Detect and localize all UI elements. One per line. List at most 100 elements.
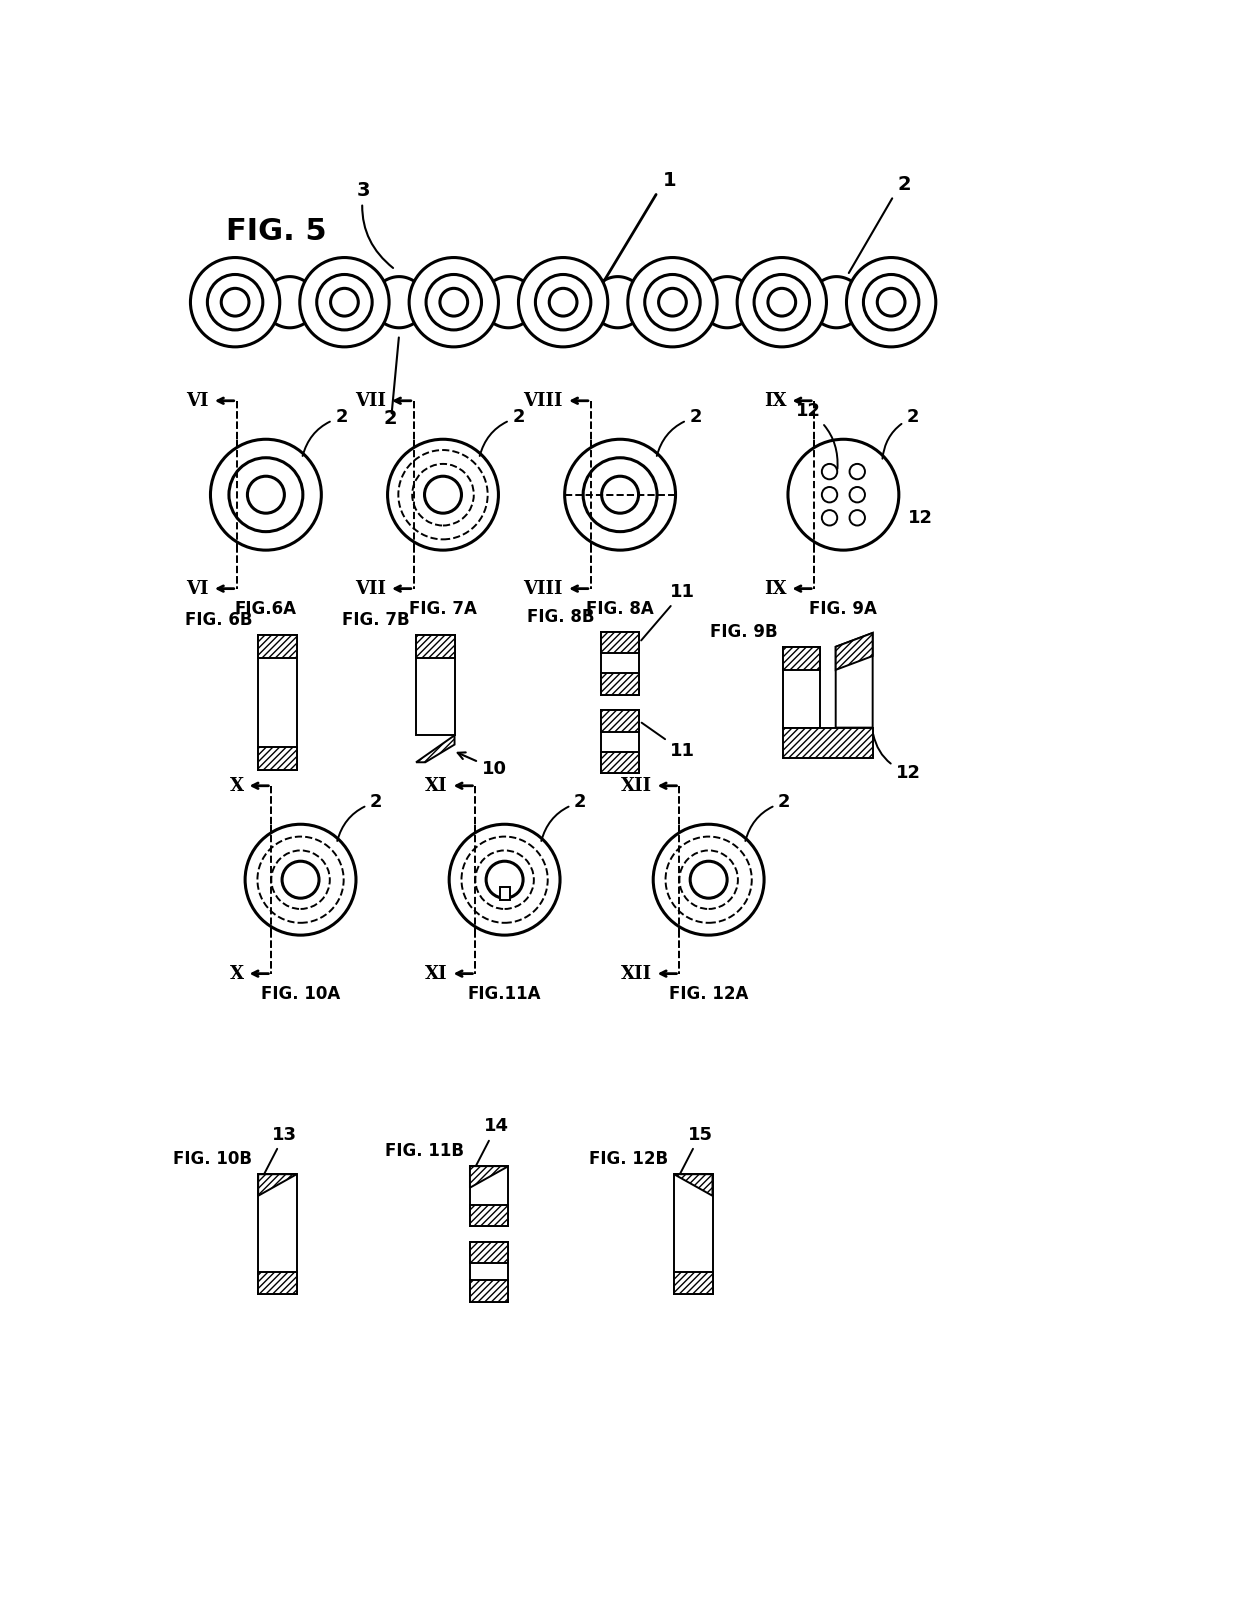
Text: 3: 3 (357, 181, 393, 267)
Text: 2: 2 (657, 408, 702, 455)
Circle shape (849, 510, 866, 525)
Text: FIG.11A: FIG.11A (467, 985, 542, 1003)
Polygon shape (601, 752, 640, 773)
Polygon shape (258, 1174, 296, 1196)
Circle shape (316, 274, 372, 330)
Circle shape (211, 439, 321, 551)
Text: FIG. 8A: FIG. 8A (587, 599, 653, 619)
Text: 12: 12 (796, 402, 837, 468)
Polygon shape (784, 646, 821, 671)
Polygon shape (470, 1241, 508, 1301)
Circle shape (272, 850, 330, 909)
Polygon shape (384, 277, 414, 327)
Circle shape (822, 463, 837, 480)
Polygon shape (417, 635, 455, 658)
Text: 2: 2 (480, 408, 525, 455)
Polygon shape (784, 646, 821, 727)
Text: VI: VI (186, 580, 208, 598)
Text: FIG. 11B: FIG. 11B (384, 1142, 464, 1160)
Text: 11: 11 (641, 723, 696, 760)
Circle shape (549, 288, 577, 316)
Circle shape (409, 258, 498, 347)
Text: VI: VI (186, 392, 208, 410)
Text: 2: 2 (337, 794, 382, 841)
Circle shape (300, 258, 389, 347)
Text: FIG. 9A: FIG. 9A (810, 599, 878, 619)
Text: 1: 1 (663, 172, 677, 190)
Text: FIG. 12A: FIG. 12A (668, 985, 748, 1003)
Circle shape (653, 825, 764, 935)
Circle shape (424, 476, 461, 514)
Circle shape (281, 862, 319, 897)
Circle shape (601, 476, 639, 514)
Circle shape (877, 288, 905, 316)
Text: XII: XII (620, 964, 652, 983)
Text: FIG. 7A: FIG. 7A (409, 599, 477, 619)
Polygon shape (784, 727, 873, 758)
Polygon shape (836, 633, 873, 727)
Circle shape (191, 258, 280, 347)
Polygon shape (601, 710, 640, 732)
Text: FIG. 6B: FIG. 6B (185, 611, 252, 629)
Text: 12: 12 (908, 509, 932, 526)
Circle shape (822, 510, 837, 525)
Circle shape (331, 288, 358, 316)
Circle shape (768, 288, 796, 316)
Text: FIG. 10B: FIG. 10B (174, 1150, 252, 1168)
Circle shape (849, 463, 866, 480)
Circle shape (518, 258, 608, 347)
Polygon shape (274, 277, 305, 327)
Polygon shape (821, 277, 852, 327)
Polygon shape (603, 277, 634, 327)
Polygon shape (601, 632, 640, 653)
Polygon shape (470, 1280, 508, 1301)
Circle shape (680, 850, 738, 909)
Circle shape (658, 288, 686, 316)
Polygon shape (836, 633, 873, 671)
Circle shape (822, 488, 837, 502)
Circle shape (564, 439, 676, 551)
Circle shape (412, 463, 474, 525)
Circle shape (754, 274, 810, 330)
Bar (500, 888, 510, 899)
Text: VIII: VIII (523, 580, 563, 598)
Circle shape (737, 258, 826, 347)
Polygon shape (470, 1205, 508, 1226)
Circle shape (258, 836, 343, 923)
Circle shape (847, 258, 936, 347)
Text: FIG. 9B: FIG. 9B (709, 622, 777, 640)
Text: 2: 2 (542, 794, 587, 841)
Circle shape (645, 274, 701, 330)
Polygon shape (601, 674, 640, 695)
Text: VIII: VIII (523, 392, 563, 410)
Text: FIG. 12B: FIG. 12B (589, 1150, 668, 1168)
Polygon shape (470, 1166, 508, 1187)
Polygon shape (258, 1174, 296, 1294)
Text: FIG. 5: FIG. 5 (226, 217, 326, 246)
Polygon shape (470, 1241, 508, 1264)
Circle shape (398, 450, 487, 539)
Circle shape (627, 258, 717, 347)
Circle shape (849, 488, 866, 502)
Text: XI: XI (425, 964, 448, 983)
Circle shape (691, 862, 727, 897)
Polygon shape (417, 635, 455, 735)
Text: FIG. 7B: FIG. 7B (342, 611, 410, 629)
Circle shape (461, 836, 548, 923)
Circle shape (229, 458, 303, 531)
Polygon shape (712, 277, 743, 327)
Circle shape (486, 862, 523, 897)
Polygon shape (258, 747, 296, 770)
Circle shape (248, 476, 284, 514)
Circle shape (787, 439, 899, 551)
Polygon shape (601, 632, 640, 695)
Polygon shape (470, 1166, 508, 1226)
Text: 2: 2 (383, 408, 397, 428)
Text: VII: VII (355, 580, 386, 598)
Text: 2: 2 (303, 408, 347, 455)
Circle shape (221, 288, 249, 316)
Polygon shape (675, 1174, 713, 1294)
Text: FIG. 10A: FIG. 10A (260, 985, 340, 1003)
Circle shape (863, 274, 919, 330)
Text: 2: 2 (883, 408, 919, 458)
